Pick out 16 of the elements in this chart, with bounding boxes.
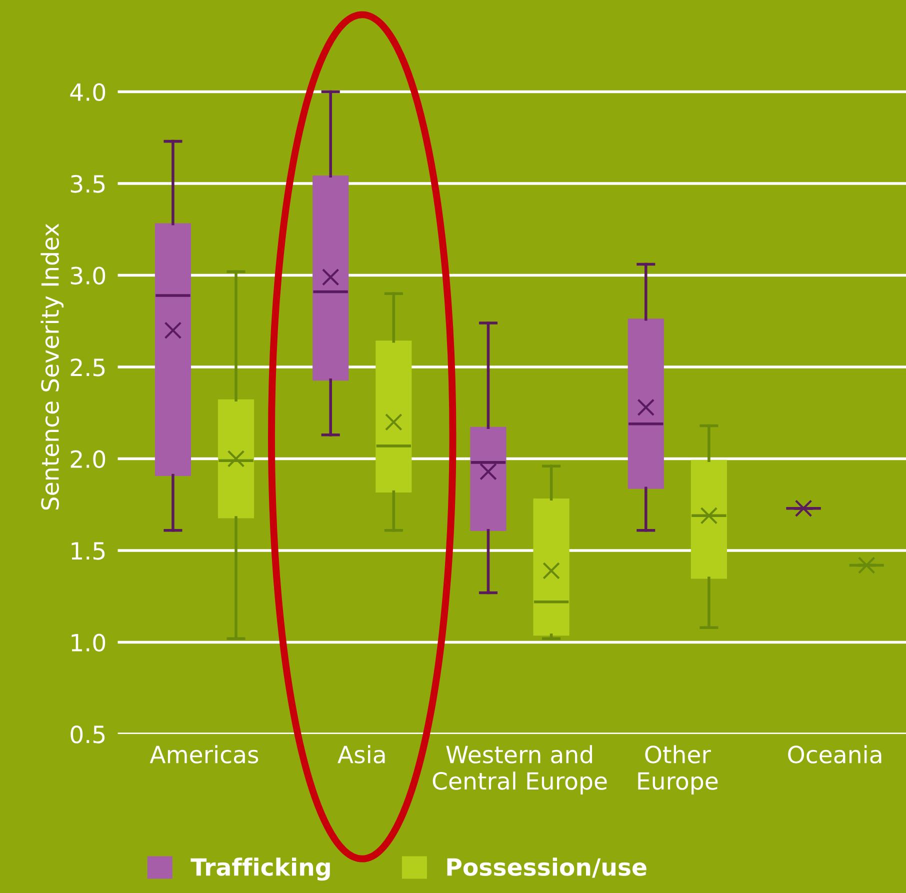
y-tick-label: 4.0 bbox=[70, 83, 106, 102]
y-tick-label: 0.5 bbox=[70, 725, 105, 744]
legend-label: Possession/use bbox=[447, 858, 646, 878]
x-tick-label: Other Europe bbox=[638, 745, 718, 794]
x-tick-label: Oceania bbox=[788, 745, 882, 764]
y-tick-label: 1.5 bbox=[72, 542, 105, 560]
y-axis-title: Sentence Severity Index bbox=[40, 224, 64, 510]
legend-label: Trafficking bbox=[190, 858, 330, 881]
x-tick-label: Asia bbox=[338, 745, 385, 764]
x-tick-label: Western and Central Europe bbox=[432, 745, 607, 794]
y-tick-label: 2.0 bbox=[70, 450, 106, 468]
y-tick-label: 2.5 bbox=[70, 358, 105, 376]
y-tick-label: 3.0 bbox=[70, 266, 106, 285]
y-tick-label: 3.5 bbox=[70, 174, 105, 193]
x-tick-label: Americas bbox=[150, 745, 258, 764]
y-tick-label: 1.0 bbox=[72, 634, 106, 652]
